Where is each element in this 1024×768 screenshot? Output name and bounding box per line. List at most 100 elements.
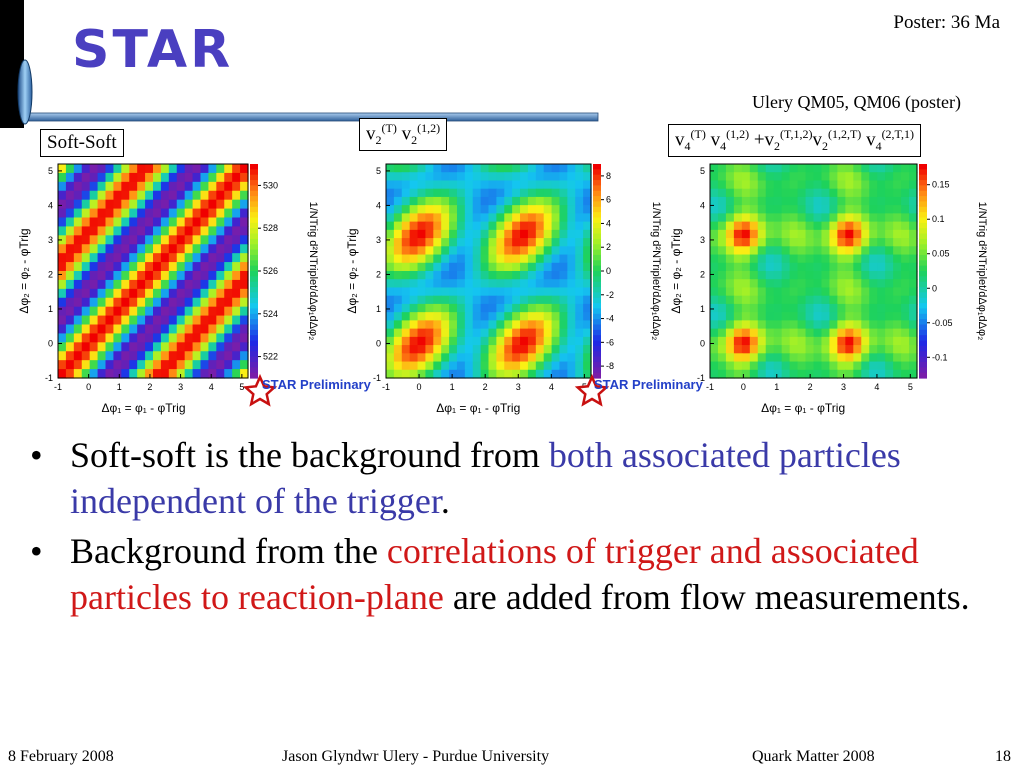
heatmap-cell bbox=[805, 172, 815, 182]
heatmap-cell bbox=[749, 320, 759, 330]
heatmap-cell bbox=[567, 279, 576, 289]
heatmap-cell bbox=[741, 369, 751, 379]
colorbar-step bbox=[250, 260, 258, 267]
heatmap-cell bbox=[551, 229, 561, 239]
heatmap-cell bbox=[909, 295, 918, 305]
heatmap-cell bbox=[765, 271, 775, 280]
heatmap-cell bbox=[845, 295, 854, 305]
heatmap-cell bbox=[845, 328, 854, 338]
heatmap-cell bbox=[797, 328, 807, 338]
heatmap-cell bbox=[145, 190, 154, 201]
heatmap-cell bbox=[845, 164, 854, 173]
heatmap-cell bbox=[176, 208, 186, 219]
heatmap-cell bbox=[710, 172, 719, 182]
heatmap-cell bbox=[781, 345, 791, 354]
heatmap-cell bbox=[433, 320, 442, 330]
colorbar-step bbox=[250, 292, 258, 299]
heatmap-cell bbox=[464, 295, 474, 305]
heatmap-cell bbox=[425, 196, 434, 206]
heatmap-cell bbox=[575, 361, 584, 371]
heatmap-cell bbox=[200, 333, 210, 343]
heatmap-cell bbox=[58, 324, 67, 335]
heatmap-cell bbox=[480, 262, 490, 272]
heatmap-cell bbox=[789, 172, 799, 182]
heatmap-cell bbox=[464, 180, 474, 190]
heatmap-cell bbox=[504, 238, 513, 247]
heatmap-cell bbox=[58, 181, 67, 192]
x-tick-label: 3 bbox=[841, 382, 846, 392]
heatmap-cell bbox=[433, 303, 442, 313]
heatmap-cell bbox=[129, 244, 138, 254]
heatmap-cell bbox=[829, 254, 838, 264]
heatmap-cell bbox=[65, 172, 75, 183]
heatmap-cell bbox=[543, 295, 553, 305]
heatmap-cell bbox=[559, 172, 568, 182]
heatmap-cell bbox=[496, 196, 505, 206]
heatmap-cell bbox=[512, 369, 521, 379]
heatmap-cell bbox=[137, 244, 146, 254]
colorbar-step bbox=[593, 281, 601, 288]
heatmap-cell bbox=[386, 164, 395, 173]
heatmap-cell bbox=[137, 262, 146, 272]
heatmap-cell bbox=[741, 188, 751, 198]
heatmap-cell bbox=[909, 312, 918, 321]
heatmap-cell bbox=[749, 262, 759, 272]
heatmap-cell bbox=[496, 205, 505, 214]
z-tick-label: -4 bbox=[606, 314, 614, 324]
heatmap-cell bbox=[192, 297, 202, 308]
heatmap-cell bbox=[449, 188, 458, 198]
heatmap-cell bbox=[409, 353, 419, 363]
heatmap-cell bbox=[409, 164, 419, 173]
heatmap-cell bbox=[97, 271, 107, 281]
heatmap-cell bbox=[717, 196, 727, 206]
heatmap-cell bbox=[168, 235, 178, 245]
heatmap-cell bbox=[789, 303, 799, 313]
colorbar-step bbox=[919, 190, 927, 197]
heatmap-cell bbox=[893, 188, 902, 198]
heatmap-cell bbox=[749, 361, 759, 371]
heatmap-cell bbox=[504, 271, 513, 280]
heatmap-cell bbox=[567, 213, 576, 223]
heatmap-cell bbox=[386, 320, 395, 330]
heatmap-cell bbox=[789, 279, 799, 289]
colorbar-step bbox=[919, 292, 927, 299]
heatmap-cell bbox=[121, 351, 130, 361]
x-axis-title: Δφ₁ = φ₁ - φTrig bbox=[436, 401, 520, 415]
heatmap-cell bbox=[773, 336, 783, 346]
heatmap-cell bbox=[805, 295, 815, 305]
heatmap-cell bbox=[224, 172, 233, 183]
heatmap-cell bbox=[105, 190, 115, 201]
heatmap-cell bbox=[535, 336, 545, 346]
heatmap-cell bbox=[575, 369, 584, 379]
heatmap-cell bbox=[717, 361, 727, 371]
heatmap-cell bbox=[520, 246, 529, 256]
heatmap-cell bbox=[433, 196, 442, 206]
heatmap-cell bbox=[121, 181, 130, 192]
heatmap-cell bbox=[543, 221, 553, 231]
heatmap-cell bbox=[893, 180, 902, 190]
heatmap-cell bbox=[773, 229, 783, 239]
heatmap-cell bbox=[837, 345, 846, 354]
heatmap-cell bbox=[401, 229, 411, 239]
heatmap-cell bbox=[480, 303, 490, 313]
heatmap-cell bbox=[176, 244, 186, 254]
heatmap-cell bbox=[393, 180, 403, 190]
heatmap-cell bbox=[184, 208, 194, 219]
heatmap-cell bbox=[97, 208, 107, 219]
heatmap-cell bbox=[869, 238, 878, 247]
heatmap-cell bbox=[488, 180, 497, 190]
heatmap-cell bbox=[433, 361, 442, 371]
heatmap-cell bbox=[192, 271, 202, 281]
heatmap-cell bbox=[145, 369, 154, 379]
heatmap-cell bbox=[200, 172, 210, 183]
heatmap-cell bbox=[496, 164, 505, 173]
colorbar-step bbox=[593, 292, 601, 299]
heatmap-cell bbox=[710, 361, 719, 371]
heatmap-cell bbox=[583, 262, 592, 272]
heatmap-cell bbox=[386, 246, 395, 256]
heatmap-cell bbox=[480, 238, 490, 247]
heatmap-cell bbox=[781, 164, 791, 173]
heatmap-cell bbox=[456, 180, 466, 190]
heatmap-cell bbox=[97, 235, 107, 245]
heatmap-cell bbox=[417, 188, 427, 198]
